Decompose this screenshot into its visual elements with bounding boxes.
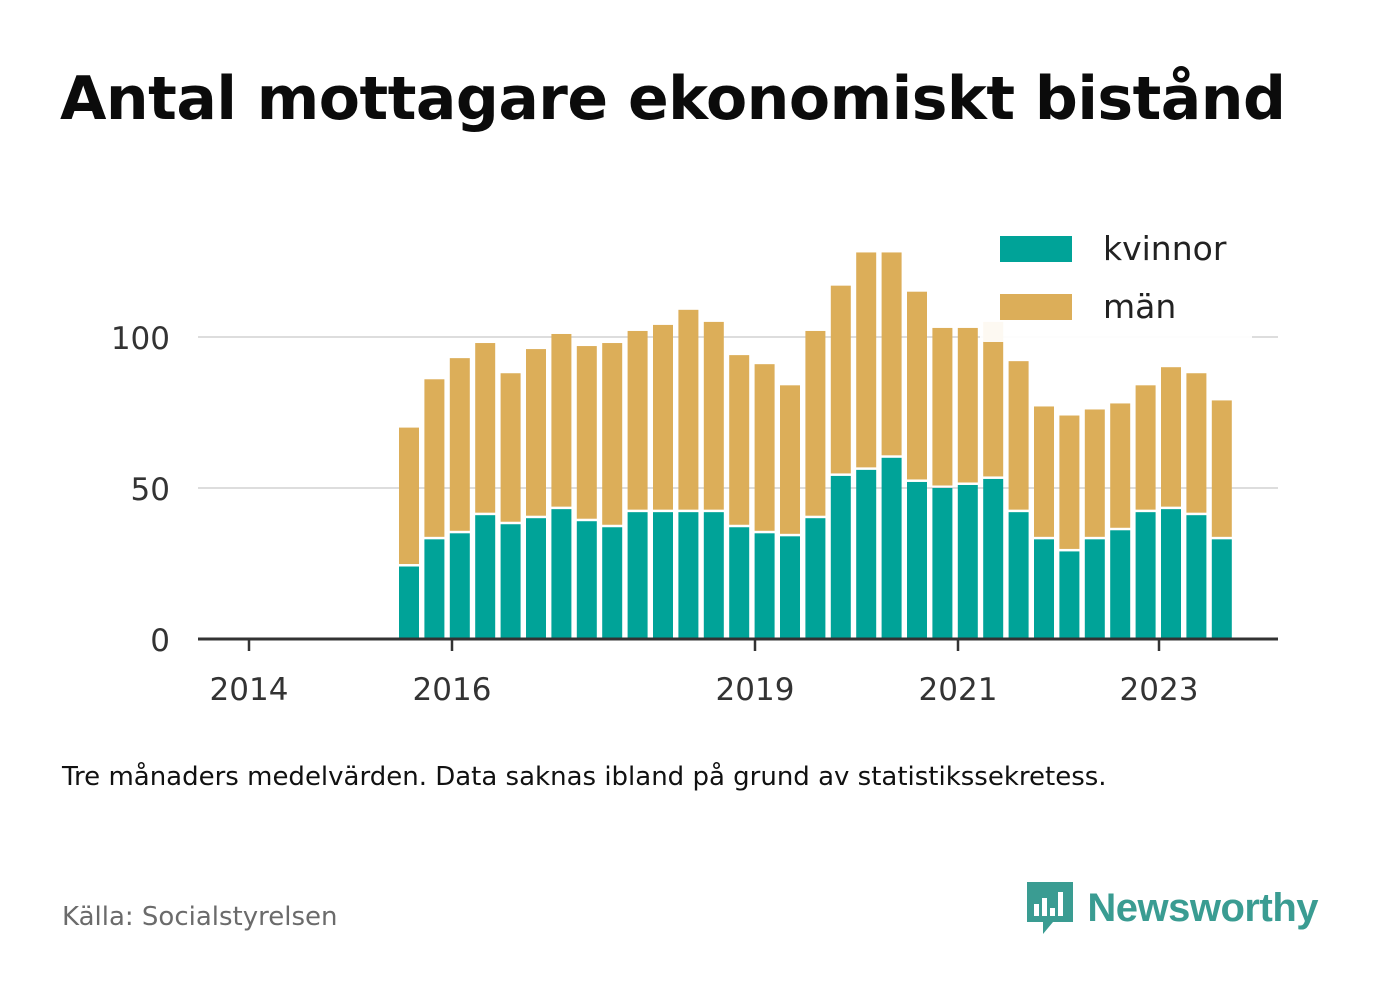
x-tick-label-2023: 2023 [1120,672,1199,708]
stacked-bar-chart: 0 50 100 2014 2016 2019 2021 2023 kvinnor män [111,228,1278,708]
bar-man [780,385,800,534]
bar-kvinnor [830,475,851,639]
bar-man [1186,373,1207,513]
bar-kvinnor [856,469,877,639]
bar-kvinnor [881,457,902,639]
legend: kvinnor män [980,228,1252,342]
bar-kvinnor [449,533,470,639]
bar-man [856,252,877,468]
bar-man [907,291,927,480]
bar-man [881,252,902,456]
bar-man [500,373,521,522]
bar-kvinnor [500,524,521,639]
bar-man [983,321,1004,477]
bar-kvinnor [1186,515,1207,639]
bar-man [551,333,572,507]
bar-man [475,343,496,513]
legend-swatch-kvinnor [1000,236,1072,262]
bar-man [678,309,699,510]
x-tick-label-2016: 2016 [413,672,492,708]
bar-man [1110,403,1131,528]
y-tick-label-0: 0 [150,623,170,659]
bar-kvinnor [653,512,673,639]
x-tick-label-2021: 2021 [919,672,998,708]
bar-man [1211,400,1232,537]
bar-kvinnor [754,533,775,639]
bar-kvinnor [1211,539,1232,639]
brand-name: Newsworthy [1087,885,1318,930]
bar-man [424,379,445,537]
bar-man [1034,406,1054,537]
bar-man [449,358,470,531]
bar-man [729,355,750,525]
bar-man [830,285,851,474]
axes: 0 50 100 2014 2016 2019 2021 2023 [111,321,1278,708]
bar-kvinnor [907,481,927,639]
legend-label-man: män [1103,287,1176,326]
bar-kvinnor [526,518,546,639]
bar-kvinnor [957,484,978,639]
bar-kvinnor [1110,530,1131,639]
bar-kvinnor [424,539,445,639]
bar-man [703,321,724,510]
source-label: Källa: Socialstyrelsen [62,902,338,932]
chart-title: Antal mottagare ekonomiskt bistånd [60,64,1286,134]
y-tick-label-50: 50 [131,472,170,508]
x-tick-label-2019: 2019 [716,672,795,708]
bar-man [576,346,597,519]
bar-kvinnor [805,518,826,639]
bar-man [399,427,419,565]
bar-kvinnor [627,512,648,639]
legend-swatch-man [1000,294,1072,320]
bar-kvinnor [551,509,572,639]
bar-man [957,327,978,483]
bar-kvinnor [703,512,724,639]
bar-man [805,330,826,516]
bar-man [1008,361,1029,510]
chart-note: Tre månaders medelvärden. Data saknas ib… [62,762,1107,792]
bar-man [932,327,953,486]
bar-kvinnor [602,527,623,639]
x-tick-label-2014: 2014 [210,672,289,708]
bar-man [1059,415,1080,549]
bar-kvinnor [729,527,750,639]
bar-kvinnor [678,512,699,639]
y-tick-label-100: 100 [111,321,170,357]
bar-man [1161,367,1181,507]
bar-kvinnor [1135,512,1156,639]
legend-label-kvinnor: kvinnor [1103,229,1227,268]
bar-man [526,349,546,516]
bar-man [1084,409,1105,537]
bar-kvinnor [983,478,1004,639]
bar-man [1135,385,1156,510]
bar-man [754,364,775,531]
bar-kvinnor [399,566,419,639]
bar-kvinnor [1034,539,1054,639]
bar-kvinnor [932,488,953,639]
bar-kvinnor [576,521,597,639]
bar-man [602,343,623,525]
bar-man [627,330,648,510]
bar-kvinnor [1084,539,1105,639]
bar-kvinnor [780,536,800,639]
bars [399,252,1232,639]
bar-kvinnor [1161,509,1181,639]
bar-kvinnor [1059,551,1080,639]
bar-man [653,324,673,510]
newsworthy-logo-icon [1027,882,1074,934]
brand-logo: Newsworthy [1023,878,1318,938]
bar-kvinnor [475,515,496,639]
bar-kvinnor [1008,512,1029,639]
